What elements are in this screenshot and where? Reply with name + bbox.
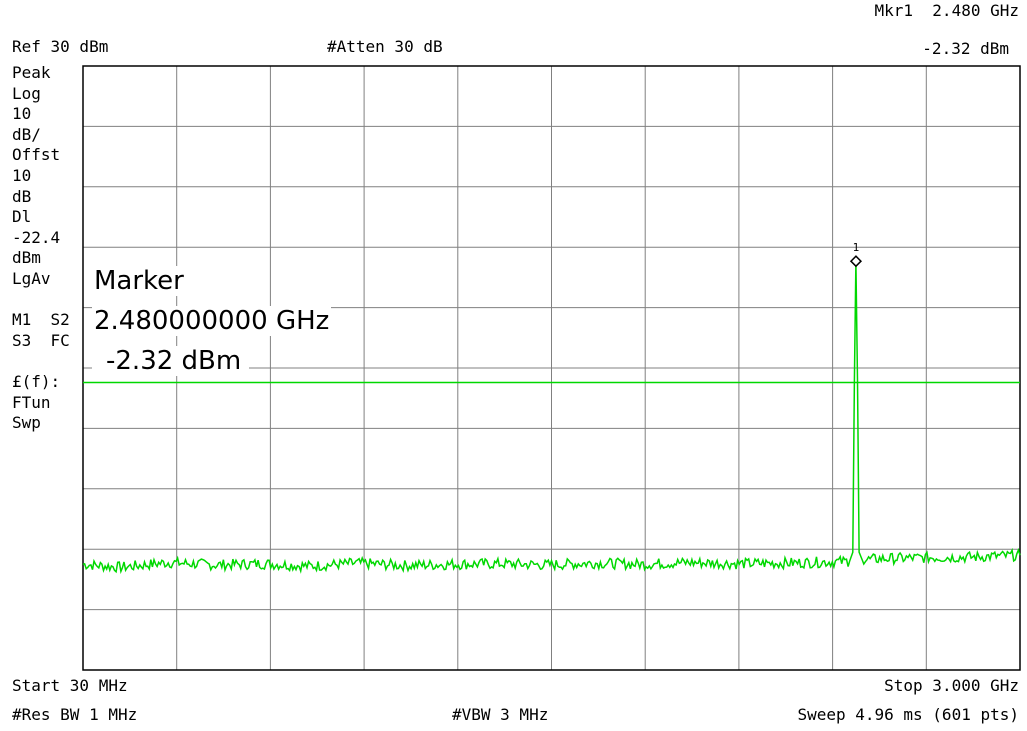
attenuation: #Atten 30 dB: [327, 37, 443, 56]
left-annotation-line: Peak: [12, 63, 51, 82]
left-annotation-line: Log: [12, 83, 41, 103]
marker-readout-level: -2.32 dBm: [922, 39, 1009, 58]
plot-frame: [82, 65, 1021, 671]
marker-box-frequency: 2.480000000 GHz: [92, 306, 332, 336]
left-annotation-line: 10: [12, 104, 32, 124]
left-annotation-line: M1 S2: [12, 310, 70, 330]
marker-readout-frequency: Mkr1 2.480 GHz: [874, 1, 1020, 20]
left-annotation-line: FTun: [12, 392, 51, 412]
video-bandwidth: #VBW 3 MHz: [452, 705, 549, 724]
graticule: [83, 66, 1020, 670]
marker-number-label: 1: [853, 241, 860, 254]
sweep-time: Sweep 4.96 ms (601 pts): [797, 705, 1019, 724]
left-annotation-line: 10: [12, 166, 32, 185]
marker-1: 1: [849, 241, 863, 268]
trace-line: [82, 261, 1021, 575]
left-annotation-line: Dl: [12, 207, 32, 227]
left-annotation-line: dBm: [12, 248, 41, 268]
left-annotation-line: dB/: [12, 124, 41, 144]
stop-frequency: Stop 3.000 GHz: [884, 676, 1019, 695]
left-annotation-line: Swp: [12, 413, 41, 433]
left-annotation-line: dB: [12, 186, 32, 206]
marker-box-level: -2.32 dBm: [92, 346, 250, 376]
marker-diamond-icon: [849, 255, 863, 268]
left-annotation-line: Offst: [12, 145, 61, 165]
resolution-bandwidth: #Res BW 1 MHz: [12, 705, 138, 724]
left-annotation-line: LgAv: [12, 269, 51, 288]
left-annotation-line: S3 FC: [12, 330, 70, 350]
start-frequency: Start 30 MHz: [12, 676, 128, 695]
left-annotation-line: £(f):: [12, 372, 61, 391]
left-annotation-line: -22.4: [12, 227, 61, 247]
ref-level: Ref 30 dBm: [12, 37, 109, 56]
marker-box-title: Marker: [92, 266, 186, 296]
